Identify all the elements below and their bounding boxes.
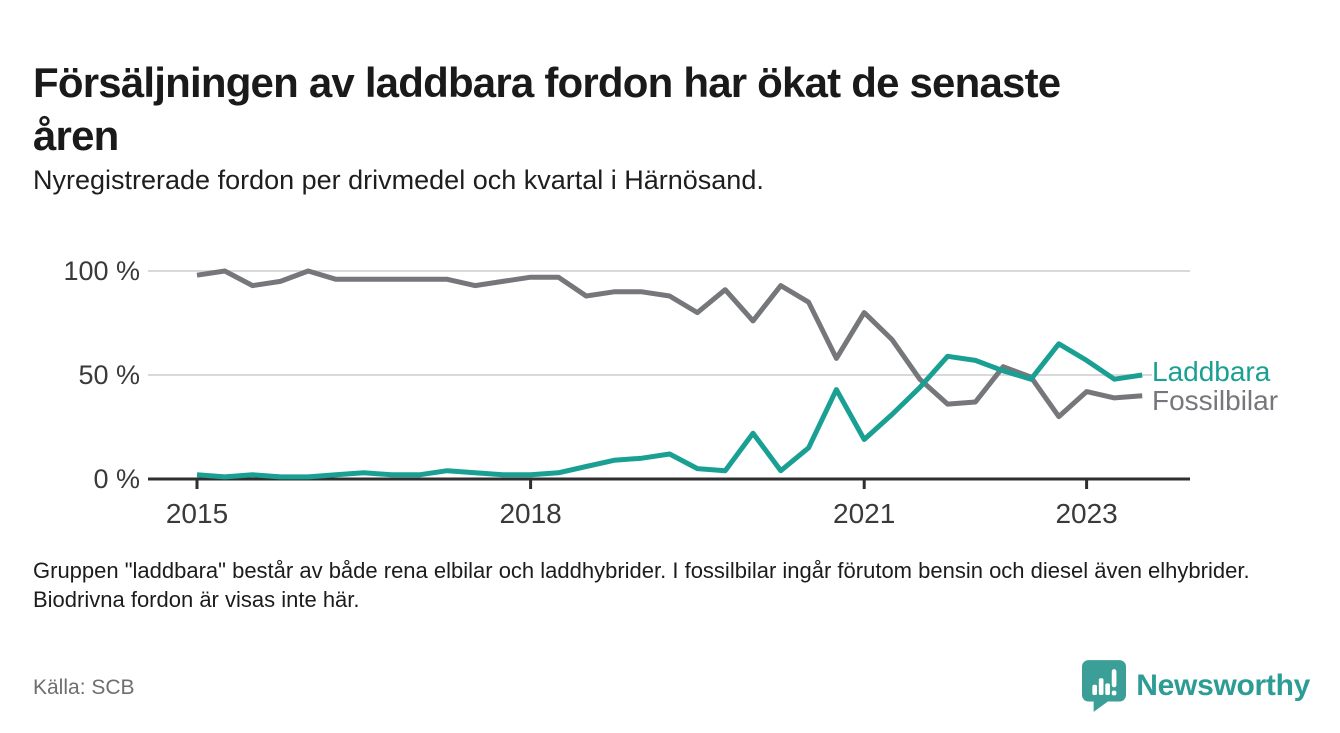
- fossilbilar-line: [196, 268, 1143, 420]
- laddbara-line: [196, 341, 1143, 480]
- page-title: Försäljningen av laddbara fordon har öka…: [33, 56, 1303, 162]
- title-line-1: Försäljningen av laddbara fordon har öka…: [33, 59, 1061, 107]
- y-tick-label-100: 100 %: [63, 256, 140, 286]
- line-chart: [148, 268, 1190, 489]
- y-tick-label-50: 50 %: [78, 360, 140, 390]
- newsworthy-logo: Newsworthy: [1082, 660, 1310, 712]
- gridlines: [148, 270, 1190, 376]
- x-axis-ticks: [195, 480, 1089, 489]
- x-tick-label-2018: 2018: [499, 498, 562, 529]
- bar-chart-glyph: [1092, 669, 1117, 696]
- x-tick-label-2015: 2015: [165, 498, 229, 529]
- x-tick-label-2023: 2023: [1055, 498, 1118, 529]
- newsworthy-wordmark: Newsworthy: [1136, 669, 1310, 702]
- legend-label-laddbara: Laddbara: [1152, 356, 1271, 387]
- y-tick-label-0: 0 %: [93, 464, 140, 494]
- chart-subtitle: Nyregistrerade fordon per drivmedel och …: [33, 165, 764, 195]
- legend-label-fossilbilar: Fossilbilar: [1152, 385, 1279, 416]
- title-line-2: åren: [33, 112, 119, 160]
- footnote: Gruppen "laddbara" består av både rena e…: [33, 558, 1250, 612]
- x-tick-label-2021: 2021: [833, 498, 896, 529]
- newsworthy-badge-icon: [1082, 660, 1127, 712]
- source-label: Källa: SCB: [33, 676, 135, 699]
